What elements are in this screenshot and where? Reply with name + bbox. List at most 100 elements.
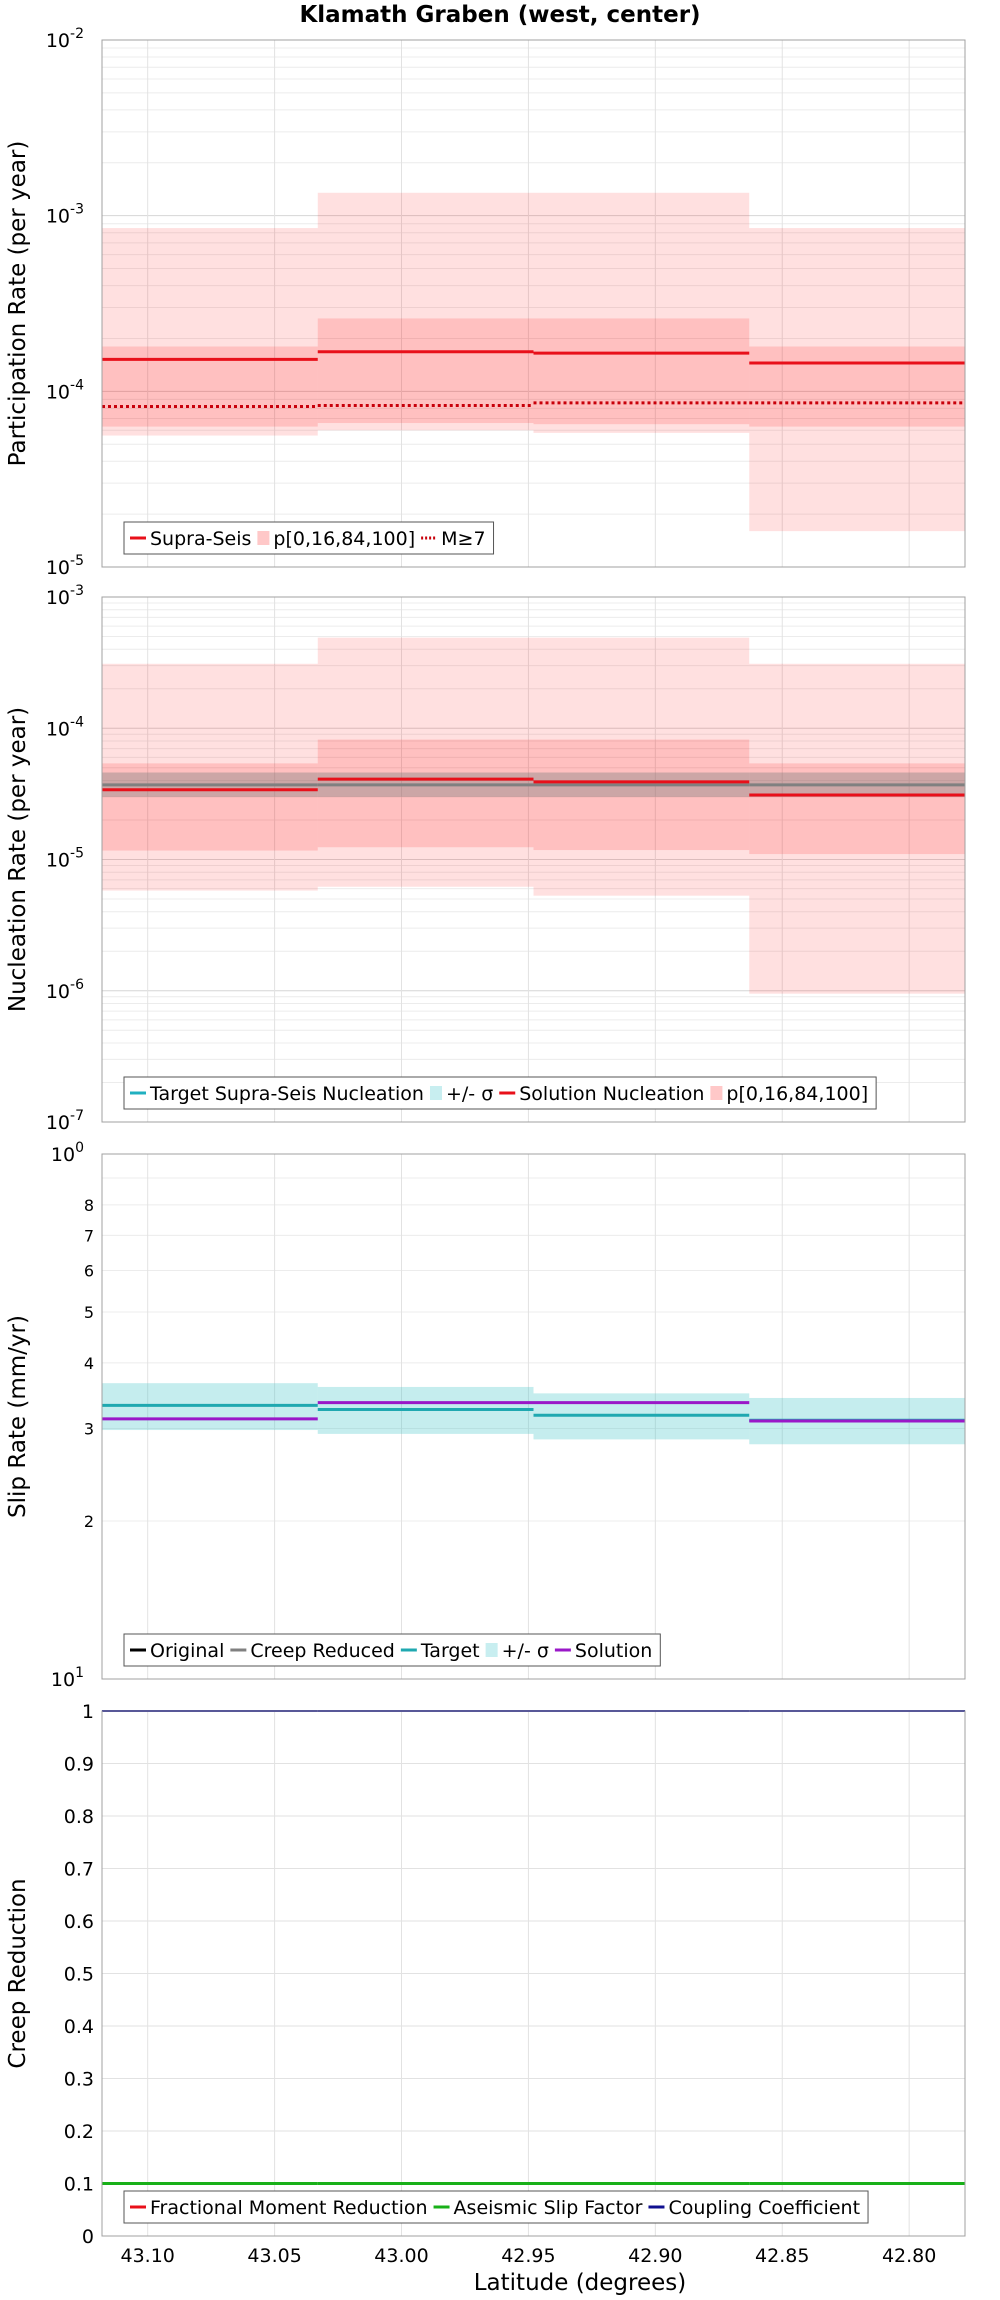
y-tick-base: 10: [46, 30, 70, 52]
y-tick-label: 10-5: [46, 846, 84, 872]
band-nucleation-0-bin-1: [317, 637, 534, 887]
y-tick-label: 0.5: [64, 1964, 94, 1986]
legend-item: Fractional Moment Reduction: [130, 2197, 428, 2219]
legend-item: Target Supra-Seis Nucleation: [130, 1083, 424, 1105]
plot-frame: [101, 596, 966, 1123]
legend-item: Aseismic Slip Factor: [433, 2197, 643, 2219]
legend-label: Solution Nucleation: [519, 1083, 704, 1105]
band-participation-0-bin-2: [533, 192, 750, 433]
y-axis-label-nucleation: Nucleation Rate (per year): [5, 707, 31, 1012]
y-tick-label: 10-3: [46, 583, 84, 609]
plot-frame: [101, 1710, 966, 2237]
legend-label: p[0,16,84,100]: [273, 528, 415, 550]
band-participation-1-bin-1: [317, 318, 534, 424]
legend-swatch: [485, 1643, 498, 1657]
legend-item: Solution Nucleation: [499, 1083, 704, 1105]
y-tick-label: 0.6: [64, 1911, 94, 1933]
band-nucleation-1-bin-3: [749, 763, 965, 855]
y-tick-label: 10-3: [46, 202, 84, 228]
legend-nucleation: Target Supra-Seis Nucleation +/- σ Solutio…: [123, 1076, 877, 1110]
y-tick-base: 10: [46, 206, 70, 228]
y-tick-labels: 10-510-410-310-2: [46, 26, 84, 579]
y-tick-label: 1: [82, 1701, 94, 1723]
panel-creep: 0 0.1 0.2 0.3 0.4 0.5 0.6 0.7 0.8 0.9 1 Creep Reduc…: [5, 1701, 966, 2248]
legend-label: Supra-Seis: [150, 528, 251, 550]
figure-title: Klamath Graben (west, center): [299, 2, 700, 28]
x-tick-label: 43.10: [120, 2245, 174, 2267]
band-participation-1-bin-2: [533, 318, 750, 425]
y-tick-label: 0.8: [64, 1806, 94, 1828]
y-tick-base: 10: [46, 718, 70, 740]
y-tick-label: 10-4: [46, 377, 84, 403]
band-participation-0-bin-1: [317, 192, 534, 431]
y-minor-tick-label: 2: [84, 1512, 94, 1531]
y-tick-exponent: -5: [70, 846, 84, 862]
y-tick-label: 10-2: [46, 26, 84, 52]
band-participation-0-bin-0: [102, 228, 318, 436]
x-axis-label: Latitude (degrees): [474, 2270, 687, 2296]
legend-label: Creep Reduced: [250, 1640, 394, 1662]
series: [102, 350, 965, 408]
x-tick-label: 43.05: [247, 2245, 301, 2267]
y-tick-label: 10-7: [46, 1108, 84, 1134]
legend-participation: Supra-Seis p[0,16,84,100] M≥7: [123, 521, 495, 555]
legend-item: Original: [130, 1640, 224, 1662]
y-tick-base: 10: [51, 1669, 75, 1691]
y-tick-base: 10: [46, 557, 70, 579]
y-tick-exponent: -3: [70, 202, 84, 218]
legend-box: [123, 521, 495, 555]
y-tick-base: 10: [46, 981, 70, 1003]
legend-item: +/- σ: [485, 1640, 549, 1662]
legend-swatch: [257, 531, 270, 545]
legend-item: Target: [400, 1640, 480, 1662]
gridlines: [102, 597, 965, 1123]
y-axis-label-slip: Slip Rate (mm/yr): [5, 1315, 31, 1518]
gridlines: [102, 40, 965, 568]
legend-label: Target Supra-Seis Nucleation: [149, 1083, 424, 1105]
x-tick-label: 42.95: [501, 2245, 555, 2267]
legend-item: Supra-Seis: [130, 528, 251, 550]
y-tick-exponent: 0: [75, 1140, 84, 1156]
series: [102, 777, 965, 797]
plot-frame: [101, 1153, 966, 1680]
legend-item: Creep Reduced: [230, 1640, 395, 1662]
y-tick-label: 101: [51, 1665, 84, 1691]
legend-item: Solution: [554, 1640, 652, 1662]
band-nucleation-1-bin-1: [317, 739, 534, 848]
y-tick-label: 0.3: [64, 2069, 94, 2091]
band-nucleation-0-bin-0: [102, 663, 318, 891]
y-tick-label: 100: [51, 1140, 84, 1166]
y-tick-label: 0.9: [64, 1754, 94, 1776]
y-tick-base: 10: [46, 1112, 70, 1134]
plot-frame: [101, 39, 966, 568]
x-tick-label: 42.80: [882, 2245, 936, 2267]
y-tick-label: 10-5: [46, 553, 84, 579]
band-participation-1-bin-3: [749, 346, 965, 427]
y-tick-base: 10: [46, 381, 70, 403]
y-minor-tick-label: 6: [84, 1261, 94, 1280]
legend-item: +/- σ: [429, 1083, 493, 1105]
bands: [102, 192, 965, 532]
legend-item: p[0,16,84,100]: [710, 1083, 868, 1105]
y-tick-labels: 10-710-610-510-410-3: [46, 583, 84, 1134]
x-axis: 43.10 43.05 43.00 42.95 42.90 42.85 42.80: [120, 2245, 936, 2267]
legend-label: Original: [150, 1640, 224, 1662]
plot-area: [102, 40, 965, 567]
band-participation-0-bin-3: [749, 228, 965, 532]
legend-creep: Fractional Moment Reduction Aseismic Slip…: [123, 2190, 869, 2224]
band-nucleation-1-bin-0: [102, 763, 318, 851]
y-minor-tick-label: 7: [84, 1226, 94, 1245]
y-minor-tick-label: 3: [84, 1420, 94, 1439]
band-nucleation-0-bin-2: [533, 637, 750, 896]
legend-label: Target: [420, 1640, 480, 1662]
y-minor-tick-label: 4: [84, 1354, 94, 1373]
x-tick-label: 42.90: [628, 2245, 682, 2267]
y-axis-label-participation: Participation Rate (per year): [5, 141, 31, 467]
legend-label: M≥7: [441, 528, 485, 550]
x-tick-label: 43.00: [374, 2245, 428, 2267]
legend-box: [123, 1633, 661, 1667]
legend-label: +/- σ: [502, 1640, 549, 1662]
